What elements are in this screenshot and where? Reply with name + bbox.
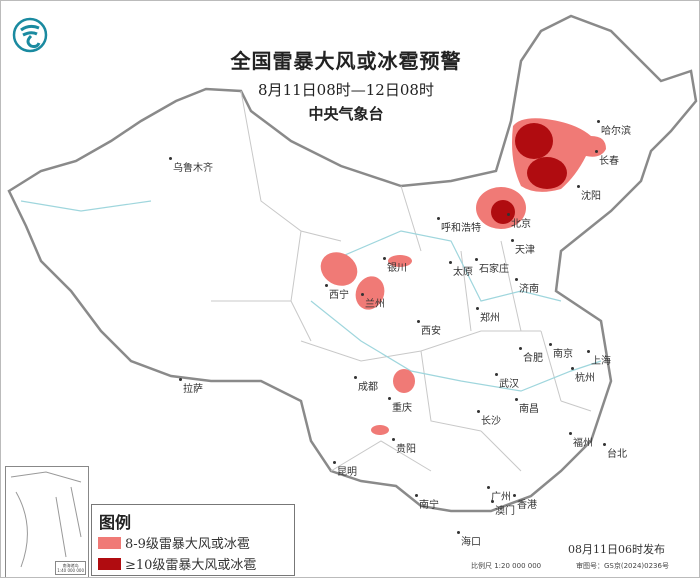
city-label: 南京 <box>549 343 573 360</box>
city-label: 香港 <box>513 494 537 511</box>
province-borders <box>211 90 592 472</box>
issue-time: 08月11日06时发布 <box>568 543 665 556</box>
city-label: 杭州 <box>571 367 595 384</box>
inset-label: 南海诸岛 1:40 000 000 <box>55 561 86 575</box>
city-label: 台北 <box>603 443 627 460</box>
inset-scale: 1:40 000 000 <box>57 568 84 573</box>
cma-logo-icon <box>12 17 48 53</box>
map-title: 全国雷暴大风或冰雹预警 <box>230 49 462 73</box>
warning-area-8-9-xining <box>320 252 358 286</box>
city-label: 乌鲁木齐 <box>169 157 213 174</box>
city-label: 北京 <box>507 213 531 230</box>
city-label: 南昌 <box>515 398 539 415</box>
legend-swatch <box>98 557 121 570</box>
city-label: 重庆 <box>388 397 412 414</box>
city-label: 海口 <box>457 531 481 548</box>
legend: 图例 8-9级雷暴大风或冰雹 ≥10级雷暴大风或冰雹 <box>91 504 295 576</box>
city-label: 澳门 <box>491 500 515 517</box>
city-label: 贵阳 <box>392 438 416 455</box>
warning-area-8-9-yinchuan <box>388 255 412 267</box>
warning-area-8-9-guizhou <box>371 425 389 435</box>
city-label: 昆明 <box>333 461 357 478</box>
legend-swatch <box>98 536 121 549</box>
city-label: 成都 <box>354 376 378 393</box>
city-label: 呼和浩特 <box>437 217 481 234</box>
city-label: 长沙 <box>477 410 501 427</box>
city-label: 济南 <box>515 278 539 295</box>
city-label: 拉萨 <box>179 378 203 395</box>
city-label: 合肥 <box>519 347 543 364</box>
city-label: 郑州 <box>476 307 500 324</box>
warning-area-8-9-lanzhou <box>355 276 385 310</box>
issuer: 中央气象台 <box>308 105 384 123</box>
city-label: 银川 <box>383 257 407 274</box>
warning-area-10-northeast-2 <box>527 157 567 189</box>
south-china-sea-inset: 南海诸岛 1:40 000 000 <box>5 466 89 577</box>
inset-title: 南海诸岛 <box>62 563 79 568</box>
city-label: 福州 <box>569 432 593 449</box>
legend-title: 图例 <box>99 513 132 532</box>
rivers <box>20 200 602 392</box>
warning-area-8-9-chongqing <box>393 369 415 393</box>
city-label: 天津 <box>511 239 535 256</box>
city-label: 广州 <box>487 486 511 503</box>
warning-area-10-northeast-1 <box>515 123 553 159</box>
city-label: 上海 <box>587 350 611 367</box>
legend-label: ≥10级雷暴大风或冰雹 <box>125 558 257 573</box>
warning-area-10-beijing <box>491 200 515 224</box>
legend-item-10: ≥10级雷暴大风或冰雹 <box>98 554 256 573</box>
city-label: 西安 <box>417 320 441 337</box>
city-label: 兰州 <box>361 293 385 310</box>
city-label: 沈阳 <box>577 185 601 202</box>
map-approval-number: 审图号：GS京(2024)0236号 <box>576 562 669 570</box>
warning-areas <box>320 118 606 435</box>
map-scale: 比例尺 1:20 000 000 <box>471 562 542 570</box>
city-label: 武汉 <box>495 373 519 390</box>
legend-item-8-9: 8-9级雷暴大风或冰雹 <box>98 533 250 552</box>
city-label: 南宁 <box>415 494 439 511</box>
city-label: 西宁 <box>325 284 349 301</box>
valid-period: 8月11日08时—12日08时 <box>258 81 434 99</box>
city-label: 哈尔滨 <box>597 120 631 137</box>
city-label: 石家庄 <box>475 258 509 275</box>
city-label: 长春 <box>595 150 619 167</box>
legend-label: 8-9级雷暴大风或冰雹 <box>125 537 250 552</box>
city-label: 太原 <box>449 261 473 278</box>
